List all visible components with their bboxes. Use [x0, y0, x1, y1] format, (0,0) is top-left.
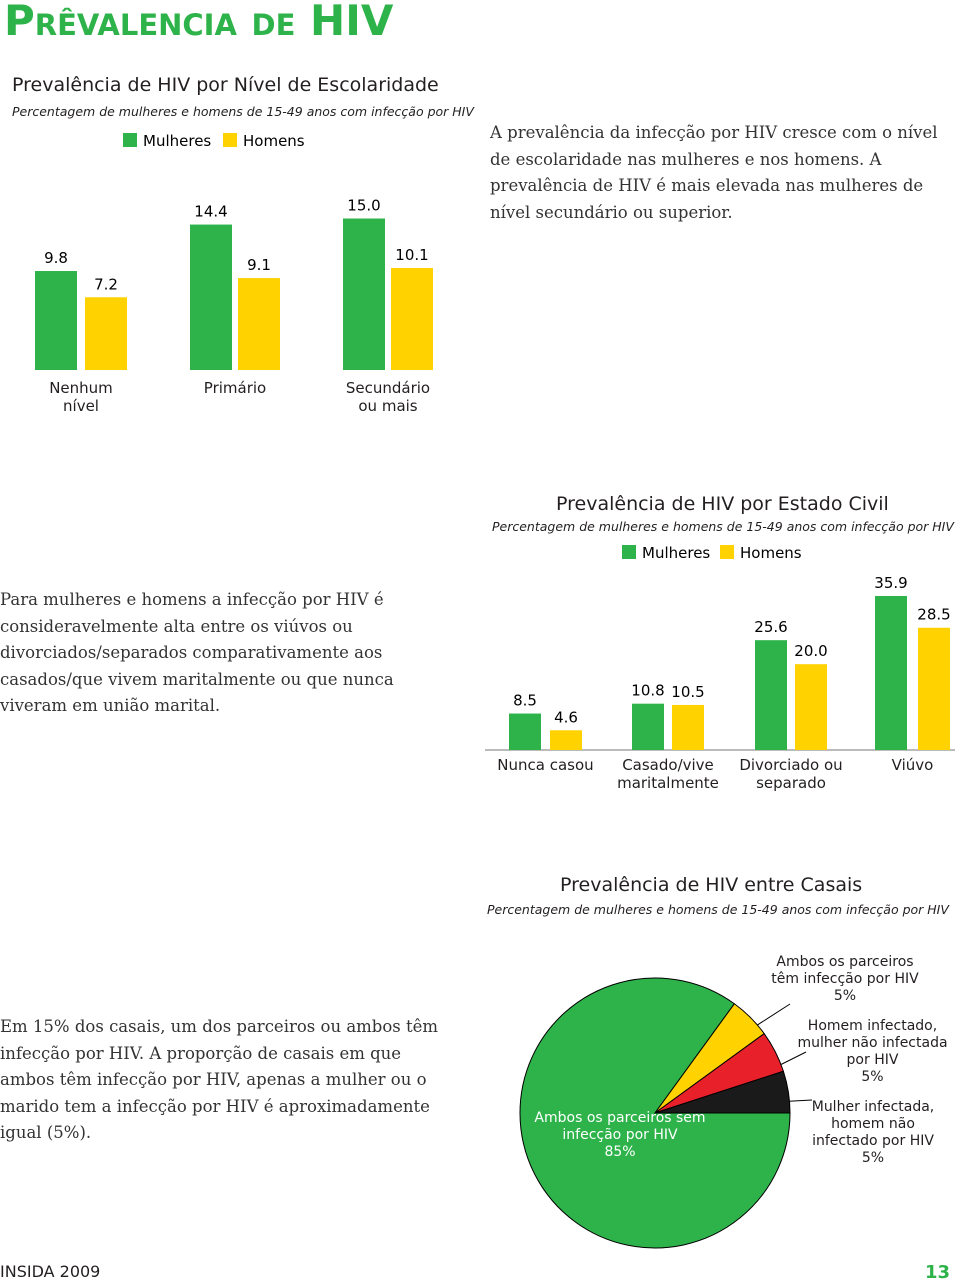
legend-swatch	[622, 545, 636, 559]
value-label: 35.9	[874, 574, 907, 592]
bar	[632, 703, 664, 750]
pie-label-text: Mulher infectada, homem não infectado po…	[811, 1099, 935, 1149]
pie-label: Ambos os parceiros sem infecção por HIV 8…	[530, 1110, 710, 1161]
bar	[391, 267, 433, 370]
pie-label: Homem infectado, mulher não infectada po…	[795, 1018, 950, 1086]
value-label: 10.1	[395, 246, 428, 264]
value-label: 10.8	[631, 682, 664, 700]
value-label: 4.6	[554, 708, 578, 726]
legend-swatch	[720, 545, 734, 559]
bar	[755, 640, 787, 750]
pie-label: Mulher infectada, homem não infectado po…	[798, 1099, 948, 1167]
legend-swatch	[223, 133, 237, 147]
legend-swatch	[123, 133, 137, 147]
legend-label: Homens	[740, 544, 802, 562]
value-label: 9.8	[44, 249, 68, 267]
value-label: 15.0	[347, 197, 380, 215]
bar	[672, 704, 704, 750]
pie-value-label: 85%	[604, 1144, 636, 1160]
bar	[35, 271, 77, 370]
chart-subtitle: Percentagem de mulheres e homens de 15-4…	[487, 902, 949, 917]
value-label: 9.1	[247, 256, 271, 274]
value-label: 20.0	[794, 642, 827, 660]
pie-label-text: Homem infectado, mulher não infectada po…	[797, 1018, 948, 1068]
bar	[509, 713, 541, 750]
bar	[343, 218, 385, 370]
paragraph: A prevalência da infecção por HIV cresce…	[490, 123, 938, 222]
category-label: Secundário ou mais	[345, 379, 431, 415]
bar	[795, 664, 827, 750]
page-title: Prêvalencia de HIV	[4, 0, 394, 45]
value-label: 10.5	[671, 683, 704, 701]
bar	[238, 278, 280, 370]
bar	[190, 224, 232, 370]
pie-value-label: 5%	[833, 988, 857, 1004]
value-label: 14.4	[194, 203, 227, 221]
pie-value-label: 5%	[861, 1069, 884, 1085]
pie-label-text: Ambos os parceiros sem infecção por HIV	[534, 1110, 706, 1143]
chart-title: Prevalência de HIV por Nível de Escolari…	[12, 74, 439, 96]
pie-label-text: Ambos os parceiros têm infecção por HIV	[771, 954, 919, 987]
chart-title: Prevalência de HIV entre Casais	[560, 874, 863, 896]
bar	[918, 627, 950, 750]
paragraph: Para mulheres e homens a infecção por HI…	[0, 590, 394, 715]
category-label: Nunca casou	[497, 756, 594, 774]
value-label: 25.6	[754, 618, 787, 636]
footer-left: INSIDA 2009	[0, 1262, 101, 1281]
category-label: Primário	[203, 379, 267, 397]
category-label: Nenhum nível	[49, 379, 113, 415]
value-label: 7.2	[94, 275, 118, 293]
legend-label: Homens	[243, 132, 305, 150]
bar	[875, 595, 907, 750]
value-label: 28.5	[917, 606, 950, 624]
bar	[85, 297, 127, 370]
value-label: 8.5	[513, 692, 537, 710]
chart-subtitle: Percentagem de mulheres e homens de 15-4…	[12, 104, 474, 119]
pie-slice	[654, 1070, 791, 1114]
legend-label: Mulheres	[143, 132, 211, 150]
chart-subtitle: Percentagem de mulheres e homens de 15-4…	[492, 519, 954, 534]
category-label: Casado/vive maritalmente	[617, 756, 719, 792]
category-label: Divorciado ou separado	[739, 756, 843, 792]
pie-label: Ambos os parceiros têm infecção por HIV 5…	[770, 954, 920, 1005]
category-label: Viúvo	[891, 756, 934, 774]
legend-label: Mulheres	[642, 544, 710, 562]
chart-title: Prevalência de HIV por Estado Civil	[556, 493, 889, 515]
pie-value-label: 5%	[861, 1150, 885, 1166]
bar	[550, 730, 582, 750]
paragraph: Em 15% dos casais, um dos parceiros ou a…	[0, 1017, 439, 1142]
page-number: 13	[925, 1262, 951, 1283]
